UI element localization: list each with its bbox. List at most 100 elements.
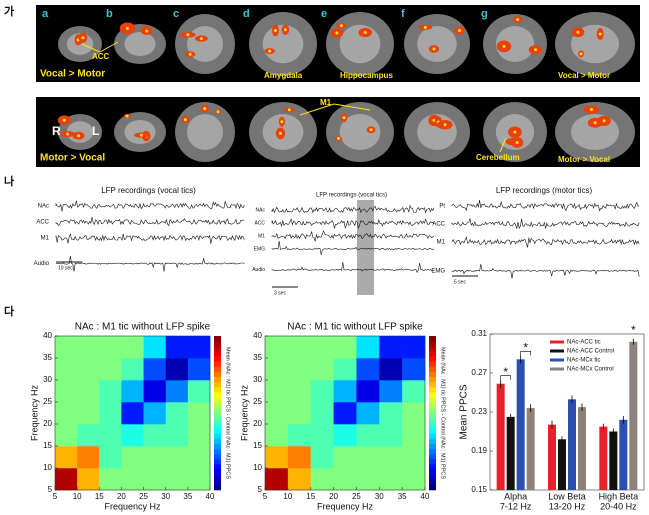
x-tick-label: 25 xyxy=(139,492,148,501)
bar xyxy=(506,416,515,490)
significance-bracket xyxy=(500,375,511,380)
channel-label: NAc xyxy=(256,207,266,213)
panel-letter: g xyxy=(481,8,488,20)
heatmap-cell xyxy=(333,424,357,447)
heatmap-cell xyxy=(333,446,357,469)
section-label: 다 xyxy=(4,304,15,318)
heatmap-cell xyxy=(333,402,357,425)
scale-label: 5 sec xyxy=(454,279,466,285)
plot-frame xyxy=(54,335,211,491)
lfp-trace xyxy=(271,230,435,242)
colorbar-step xyxy=(214,433,221,439)
scale-label: 3 sec xyxy=(274,290,286,296)
activation xyxy=(125,26,129,30)
heatmap-cell xyxy=(143,446,167,469)
colorbar-step xyxy=(214,382,221,388)
heatmap-cell xyxy=(310,446,334,469)
heatmap-cell xyxy=(379,424,403,447)
lfp-trace xyxy=(271,241,435,255)
activation xyxy=(589,108,593,112)
x-tick-label: 15 xyxy=(306,492,315,501)
legend-label: NAc-ACC tic xyxy=(567,340,601,346)
heatmap-cell xyxy=(99,336,122,359)
legend-swatch xyxy=(550,349,564,353)
heatmap-cell xyxy=(402,424,426,447)
colorbar-step xyxy=(429,402,436,409)
colorbar-step xyxy=(429,418,436,424)
heatmap-cell xyxy=(379,468,403,491)
x-axis-label: Frequency Hz xyxy=(104,501,161,511)
legend-swatch xyxy=(550,367,564,371)
heatmap-cell xyxy=(310,424,334,447)
activation xyxy=(139,133,143,137)
heatmap-cell xyxy=(356,402,380,425)
activation xyxy=(602,119,606,123)
brain-core xyxy=(187,114,223,150)
significance-mark: * xyxy=(631,323,636,337)
heatmap-cell xyxy=(143,424,167,447)
pointer xyxy=(333,103,371,111)
heatmap-cell xyxy=(379,446,403,469)
activation xyxy=(336,137,340,141)
contrast-label: Motor > Vocal xyxy=(40,153,105,164)
significance-mark: * xyxy=(523,341,528,355)
activation xyxy=(183,118,187,122)
colorbar-step xyxy=(429,356,436,362)
bar xyxy=(609,431,618,490)
heatmap-cell xyxy=(77,358,100,381)
activation xyxy=(458,28,462,32)
chart-title: NAc : M1 tic without LFP spike xyxy=(75,322,211,333)
region-label: Hippocampus xyxy=(340,71,393,80)
activation xyxy=(369,128,373,132)
pointer xyxy=(299,103,335,116)
y-axis-label: Frequency Hz xyxy=(29,384,39,441)
bar xyxy=(619,419,628,490)
heatmap-cell xyxy=(379,358,403,381)
heatmap-cell xyxy=(77,424,100,447)
activation xyxy=(62,118,66,122)
colorbar-step xyxy=(429,438,436,445)
colorbar-step xyxy=(429,346,436,352)
heatmap-cell xyxy=(333,358,357,381)
heatmap-cell xyxy=(379,380,403,403)
contrast-label: Vocal > Motor xyxy=(558,71,610,80)
activation xyxy=(502,44,506,48)
section-label: 나 xyxy=(4,174,14,188)
activation xyxy=(516,18,520,22)
colorbar-step xyxy=(214,413,221,419)
plot-frame xyxy=(264,335,426,491)
colorbar-step xyxy=(214,407,221,414)
colorbar-step xyxy=(429,392,436,398)
heatmap-cell xyxy=(121,380,144,403)
activation xyxy=(145,29,149,33)
heatmap-cell xyxy=(121,424,144,447)
lfp-trace xyxy=(271,218,435,230)
x-tick-label: 35 xyxy=(398,492,407,501)
lfp-trace xyxy=(271,204,435,214)
x-tick-label: 40 xyxy=(421,492,430,501)
channel-label: NAc xyxy=(38,204,49,210)
bar xyxy=(548,424,556,490)
colorbar-step xyxy=(429,448,436,455)
colorbar-step xyxy=(429,454,436,460)
heatmap-cell xyxy=(265,380,289,403)
activation xyxy=(432,47,436,51)
heatmap-cell xyxy=(265,336,289,359)
y-tick-label: 0.31 xyxy=(471,329,487,338)
heatmap-cell xyxy=(165,336,189,359)
panel-letter: e xyxy=(321,8,327,20)
region-label: Cerebellum xyxy=(476,153,520,162)
heatmap-cell xyxy=(379,336,403,359)
bar xyxy=(629,341,638,490)
region-label: ACC xyxy=(92,52,110,61)
heatmap-cell xyxy=(77,336,100,359)
heatmap-cell xyxy=(187,358,211,381)
lfp-title: LFP recordings (vocal tics) xyxy=(101,186,196,195)
heatmap-cell xyxy=(265,468,289,491)
colorbar-step xyxy=(214,402,221,409)
significance-mark: * xyxy=(503,365,508,379)
heatmap-cell xyxy=(77,380,100,403)
channel-label: ACC xyxy=(432,222,445,228)
heatmap-cell xyxy=(55,424,78,447)
activation xyxy=(579,52,583,56)
